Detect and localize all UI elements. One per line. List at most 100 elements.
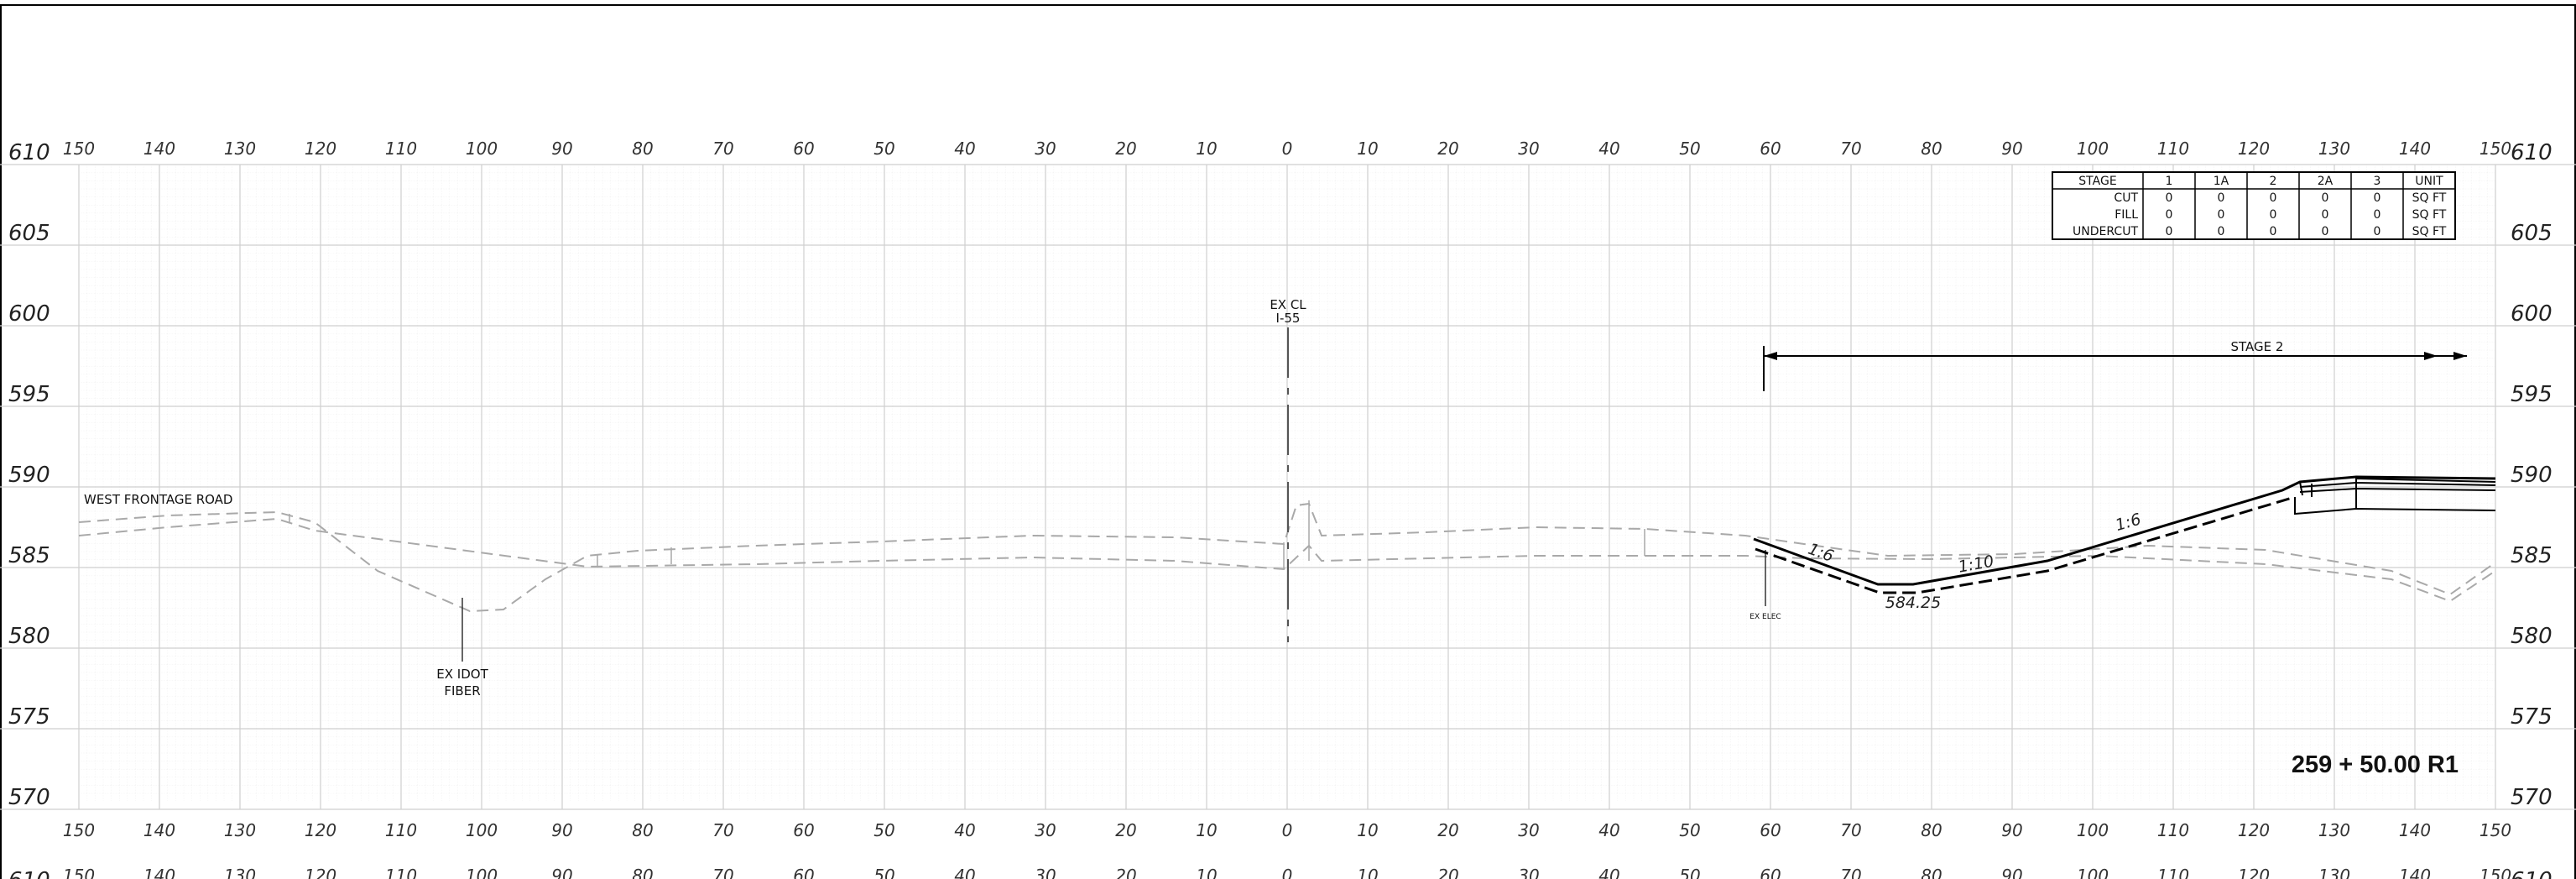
- quantity-table-cell: FILL: [2115, 208, 2138, 222]
- offset-axis-top: 150 140 130 120 110 100 90 80 70 60 50 40 30 20 10 0 10 2…: [63, 139, 2511, 159]
- offset-tick-label-top: 10: [1357, 139, 1378, 159]
- offset-tick-label-next: 40: [954, 866, 975, 879]
- ex-cl-label: EX CL: [1270, 297, 1306, 312]
- proposed-pavement-layers: [2299, 477, 2496, 509]
- offset-axis-next-section: 150 140 130 120 110 100 90 80 70 60 50 40 30 20 10 0 10 2…: [63, 866, 2511, 879]
- offset-tick-label-next: 0: [1282, 866, 1293, 879]
- offset-tick-label-top: 0: [1282, 139, 1293, 159]
- proposed-pavement-bottom: [2294, 497, 2496, 515]
- offset-tick-label-top: 80: [632, 139, 653, 159]
- quantity-table-cell: 0: [2218, 208, 2225, 222]
- offset-tick-label-bottom: 150: [2480, 820, 2511, 840]
- elevation-label-right: 570: [2511, 785, 2553, 810]
- offset-tick-label-bottom: 60: [793, 820, 814, 840]
- quantity-table-header-cell: 1A: [2214, 175, 2229, 188]
- quantity-table-header-cell: 2: [2270, 175, 2277, 188]
- elevation-label-left: 570: [8, 785, 50, 810]
- offset-tick-label-top: 120: [305, 139, 336, 159]
- offset-tick-label-next: 50: [1679, 866, 1700, 879]
- offset-tick-label-top: 50: [1679, 139, 1700, 159]
- offset-tick-label-bottom: 80: [632, 820, 653, 840]
- offset-tick-label-bottom: 50: [873, 820, 894, 840]
- offset-tick-label-next: 30: [1035, 866, 1056, 879]
- offset-tick-label-top: 10: [1196, 139, 1217, 159]
- offset-tick-label-bottom: 60: [1760, 820, 1781, 840]
- offset-tick-label-next: 40: [1598, 866, 1619, 879]
- existing-ground: [78, 502, 2496, 613]
- existing-top-line: [78, 502, 2496, 613]
- offset-tick-label-next: 110: [2157, 866, 2189, 879]
- quantity-table-cell: UNDERCUT: [2073, 225, 2138, 238]
- offset-tick-label-next: 120: [2238, 866, 2270, 879]
- offset-tick-label-bottom: 110: [385, 820, 417, 840]
- offset-tick-label-top: 150: [2480, 139, 2511, 159]
- elevation-label-left: 590: [8, 463, 50, 488]
- offset-tick-label-next: 90: [551, 866, 572, 879]
- offset-tick-label-next: 140: [2399, 866, 2431, 879]
- offset-tick-label-next: 10: [1196, 866, 1217, 879]
- offset-tick-label-top: 110: [385, 139, 417, 159]
- offset-tick-label-next: 60: [793, 866, 814, 879]
- offset-tick-label-bottom: 40: [1598, 820, 1619, 840]
- quantity-table-cell: SQ FT: [2412, 208, 2447, 222]
- offset-tick-label-top: 90: [551, 139, 572, 159]
- quantity-table-cell: 0: [2218, 191, 2225, 205]
- offset-tick-label-top: 130: [2318, 139, 2350, 159]
- stage-2-label: STAGE 2: [2231, 339, 2284, 354]
- proposed-top-surface: [1753, 475, 2496, 586]
- offset-tick-label-next: 70: [1840, 866, 1861, 879]
- offset-tick-label-bottom: 10: [1357, 820, 1378, 840]
- quantity-table-cell: 0: [2270, 191, 2277, 205]
- offset-tick-label-next: 120: [305, 866, 336, 879]
- elevation-label-left: 575: [8, 704, 50, 730]
- quantity-table-cell: 0: [2322, 208, 2329, 222]
- elevation-label-left: 595: [8, 382, 50, 407]
- offset-tick-label-next: 100: [2077, 866, 2109, 879]
- offset-tick-label-bottom: 20: [1115, 820, 1136, 840]
- ex-idot-label: EX IDOT: [436, 667, 488, 682]
- quantity-table-header-cell: 1: [2166, 175, 2173, 188]
- quantity-table-header-cell: UNIT: [2415, 175, 2443, 188]
- quantity-table-cell: CUT: [2114, 191, 2138, 205]
- stage-2-arrow-left: [1764, 352, 1777, 360]
- offset-tick-label-bottom: 90: [2001, 820, 2022, 840]
- offset-tick-label-bottom: 140: [2399, 820, 2431, 840]
- quantity-table: STAGE 1 1A 2 2A 3 UNIT CUT 0 0 0 0 0 SQ FT FILL 0 0 0 0 0 SQ…: [2052, 171, 2456, 240]
- major-grid: [0, 164, 2576, 810]
- elevation-axis-left: 610 605 600 595 590 585 580 575 570: [8, 140, 50, 810]
- offset-tick-label-bottom: 120: [2238, 820, 2270, 840]
- offset-axis-bottom: 150 140 130 120 110 100 90 80 70 60 50 40 30 20 10 0 10 2…: [63, 820, 2511, 840]
- quantity-table-cell: 0: [2374, 225, 2381, 238]
- quantity-table-cell: 0: [2322, 225, 2329, 238]
- i55-label: I-55: [1276, 311, 1301, 326]
- offset-tick-label-bottom: 120: [305, 820, 336, 840]
- offset-tick-label-top: 140: [143, 139, 175, 159]
- offset-tick-label-next: 110: [385, 866, 417, 879]
- stage-2-arrow-right-2: [2424, 352, 2438, 360]
- elevation-axis-right: 610 605 600 595 590 585 580 575 570: [2511, 140, 2553, 810]
- offset-tick-label-top: 50: [873, 139, 894, 159]
- offset-tick-label-next: 80: [632, 866, 653, 879]
- quantity-table-header-cell: 2A: [2318, 175, 2334, 188]
- offset-tick-label-bottom: 100: [466, 820, 498, 840]
- next-section-elevation-left: 610: [8, 868, 50, 879]
- offset-tick-label-next: 90: [2001, 866, 2022, 879]
- offset-tick-label-bottom: 0: [1282, 820, 1293, 840]
- quantity-table-cell: SQ FT: [2412, 191, 2447, 205]
- offset-tick-label-top: 100: [2077, 139, 2109, 159]
- offset-tick-label-bottom: 70: [1840, 820, 1861, 840]
- offset-tick-label-next: 80: [1921, 866, 1942, 879]
- offset-tick-label-top: 40: [1598, 139, 1619, 159]
- offset-tick-label-top: 30: [1518, 139, 1539, 159]
- quantity-table-header-cell: STAGE: [2078, 175, 2116, 188]
- elevation-label-right: 575: [2511, 704, 2553, 730]
- fiber-label: FIBER: [444, 683, 480, 698]
- offset-tick-label-bottom: 10: [1196, 820, 1217, 840]
- offset-tick-label-next: 30: [1518, 866, 1539, 879]
- elevation-label-left: 600: [8, 301, 50, 327]
- offset-tick-label-top: 40: [954, 139, 975, 159]
- quantity-table-cell: 0: [2166, 208, 2173, 222]
- stage-2-arrow-right: [2453, 352, 2467, 360]
- offset-tick-label-top: 20: [1115, 139, 1136, 159]
- offset-tick-label-next: 10: [1357, 866, 1378, 879]
